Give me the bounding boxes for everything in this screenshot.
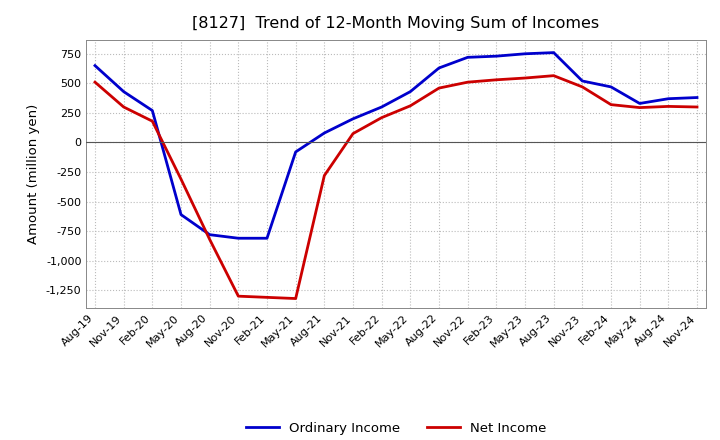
Legend: Ordinary Income, Net Income: Ordinary Income, Net Income [240, 417, 552, 440]
Title: [8127]  Trend of 12-Month Moving Sum of Incomes: [8127] Trend of 12-Month Moving Sum of I… [192, 16, 600, 32]
Ordinary Income [492, 54, 500, 59]
Ordinary Income [120, 89, 128, 94]
Net Income [549, 73, 558, 78]
Ordinary Income [435, 65, 444, 70]
Ordinary Income [549, 50, 558, 55]
Net Income [120, 104, 128, 110]
Ordinary Income [148, 108, 157, 113]
Net Income [205, 237, 214, 242]
Net Income [406, 103, 415, 108]
Net Income [607, 102, 616, 107]
Net Income [664, 104, 672, 109]
Ordinary Income [578, 78, 587, 84]
Net Income [377, 115, 386, 120]
Ordinary Income [406, 89, 415, 94]
Net Income [578, 84, 587, 89]
Ordinary Income [91, 63, 99, 68]
Ordinary Income [635, 101, 644, 106]
Net Income [263, 295, 271, 300]
Net Income [635, 105, 644, 110]
Ordinary Income [176, 212, 185, 217]
Ordinary Income [348, 116, 357, 121]
Ordinary Income [320, 130, 328, 136]
Ordinary Income [607, 84, 616, 89]
Net Income [693, 104, 701, 110]
Y-axis label: Amount (million yen): Amount (million yen) [27, 104, 40, 244]
Net Income [292, 296, 300, 301]
Net Income [234, 293, 243, 299]
Ordinary Income [234, 235, 243, 241]
Line: Net Income: Net Income [95, 76, 697, 299]
Ordinary Income [205, 232, 214, 237]
Ordinary Income [464, 55, 472, 60]
Net Income [435, 85, 444, 91]
Net Income [521, 75, 529, 81]
Ordinary Income [263, 235, 271, 241]
Net Income [492, 77, 500, 82]
Net Income [348, 131, 357, 136]
Net Income [91, 80, 99, 85]
Ordinary Income [664, 96, 672, 101]
Ordinary Income [521, 51, 529, 56]
Net Income [464, 80, 472, 85]
Ordinary Income [693, 95, 701, 100]
Line: Ordinary Income: Ordinary Income [95, 53, 697, 238]
Net Income [148, 118, 157, 124]
Net Income [320, 173, 328, 178]
Net Income [176, 176, 185, 182]
Ordinary Income [377, 104, 386, 110]
Ordinary Income [292, 149, 300, 154]
